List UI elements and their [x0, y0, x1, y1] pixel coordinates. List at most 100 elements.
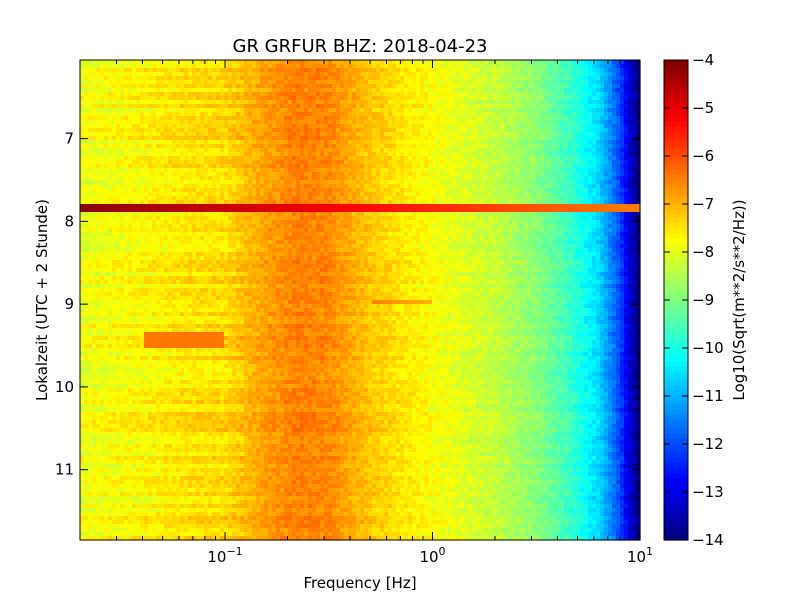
heatmap-cell — [264, 112, 269, 117]
heatmap-cell — [248, 160, 253, 165]
heatmap-cell — [400, 88, 405, 93]
heatmap-cell — [108, 80, 113, 85]
heatmap-cell — [148, 148, 153, 153]
heatmap-cell — [196, 144, 201, 149]
heatmap-cell — [352, 172, 357, 177]
heatmap-cell — [80, 176, 85, 181]
heatmap-cell — [292, 164, 297, 169]
heatmap-cell — [428, 200, 433, 205]
heatmap-cell — [412, 136, 417, 141]
heatmap-cell — [508, 144, 513, 149]
heatmap-cell — [448, 72, 453, 77]
heatmap-cell — [204, 156, 209, 161]
heatmap-cell — [348, 140, 353, 145]
heatmap-cell — [356, 64, 361, 69]
heatmap-cell — [428, 184, 433, 189]
heatmap-cell — [428, 136, 433, 141]
heatmap-cell — [612, 72, 617, 77]
heatmap-cell — [628, 148, 633, 153]
heatmap-cell — [96, 80, 101, 85]
heatmap-cell — [232, 128, 237, 133]
heatmap-cell — [396, 120, 401, 125]
heatmap-cell — [80, 120, 85, 125]
heatmap-cell — [148, 84, 153, 89]
heatmap-cell — [208, 112, 213, 117]
heatmap-cell — [340, 172, 345, 177]
heatmap-cell — [196, 136, 201, 141]
heatmap-cell — [168, 132, 173, 137]
heatmap-cell — [176, 92, 181, 97]
heatmap-cell — [144, 104, 149, 109]
heatmap-cell — [136, 128, 141, 133]
heatmap-cell — [132, 176, 137, 181]
heatmap-cell — [424, 180, 429, 185]
heatmap-cell — [152, 200, 157, 205]
heatmap-cell — [124, 164, 129, 169]
heatmap-cell — [328, 84, 333, 89]
heatmap-cell — [176, 132, 181, 137]
heatmap-cell — [120, 68, 125, 73]
heatmap-cell — [112, 112, 117, 117]
heatmap-cell — [388, 196, 393, 201]
heatmap-cell — [480, 148, 485, 153]
heatmap-cell — [624, 160, 629, 165]
heatmap-cell — [628, 104, 633, 109]
heatmap-cell — [104, 184, 109, 189]
heatmap-cell — [164, 128, 169, 133]
heatmap-cell — [264, 164, 269, 169]
heatmap-cell — [232, 76, 237, 81]
heatmap-cell — [272, 100, 277, 105]
heatmap-cell — [220, 160, 225, 165]
heatmap-cell — [420, 80, 425, 85]
heatmap-cell — [272, 68, 277, 73]
heatmap-cell — [264, 68, 269, 73]
heatmap-cell — [540, 76, 545, 81]
heatmap-cell — [104, 88, 109, 93]
heatmap-cell — [144, 144, 149, 149]
heatmap-cell — [284, 92, 289, 97]
heatmap-cell — [632, 92, 637, 97]
heatmap-cell — [348, 180, 353, 185]
heatmap-cell — [536, 108, 541, 113]
heatmap-cell — [280, 120, 285, 125]
heatmap-cell — [520, 96, 525, 101]
heatmap-cell — [156, 84, 161, 89]
heatmap-cell — [240, 76, 245, 81]
heatmap-cell — [212, 148, 217, 153]
heatmap-cell — [244, 144, 249, 149]
heatmap-cell — [376, 172, 381, 177]
heatmap-cell — [180, 172, 185, 177]
heatmap-cell — [572, 188, 577, 193]
heatmap-cell — [268, 132, 273, 137]
heatmap-cell — [600, 128, 605, 133]
heatmap-cell — [96, 92, 101, 97]
heatmap-cell — [288, 196, 293, 201]
heatmap-cell — [496, 64, 501, 69]
heatmap-cell — [112, 132, 117, 137]
heatmap-cell — [256, 88, 261, 93]
heatmap-cell — [416, 76, 421, 81]
heatmap-cell — [564, 152, 569, 157]
heatmap-cell — [92, 200, 97, 205]
heatmap-cell — [536, 92, 541, 97]
heatmap-cell — [448, 188, 453, 193]
heatmap-cell — [516, 92, 521, 97]
heatmap-cell — [252, 108, 257, 113]
heatmap-cell — [280, 184, 285, 189]
heatmap-cell — [172, 64, 177, 69]
heatmap-cell — [220, 188, 225, 193]
heatmap-cell — [204, 176, 209, 181]
heatmap-cell — [456, 112, 461, 117]
heatmap-cell — [468, 136, 473, 141]
heatmap-cell — [568, 108, 573, 113]
heatmap-cell — [464, 116, 469, 121]
heatmap-cell — [432, 188, 437, 193]
heatmap-cell — [592, 132, 597, 137]
heatmap-cell — [160, 120, 165, 125]
heatmap-cell — [164, 136, 169, 141]
heatmap-cell — [600, 60, 605, 65]
heatmap-cell — [616, 160, 621, 165]
heatmap-cell — [352, 84, 357, 89]
heatmap-cell — [380, 160, 385, 165]
heatmap-cell — [504, 120, 509, 125]
